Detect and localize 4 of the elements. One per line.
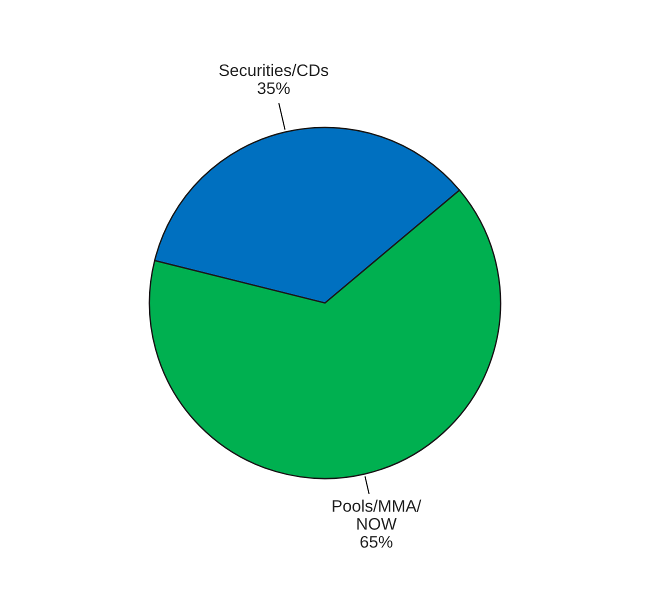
data-label: 35% [258, 82, 290, 94]
slice-label: Pools/MMA/ NOW [332, 500, 422, 530]
data-label: 65% [360, 536, 392, 548]
slice-label: Securities/CDs [219, 64, 328, 76]
